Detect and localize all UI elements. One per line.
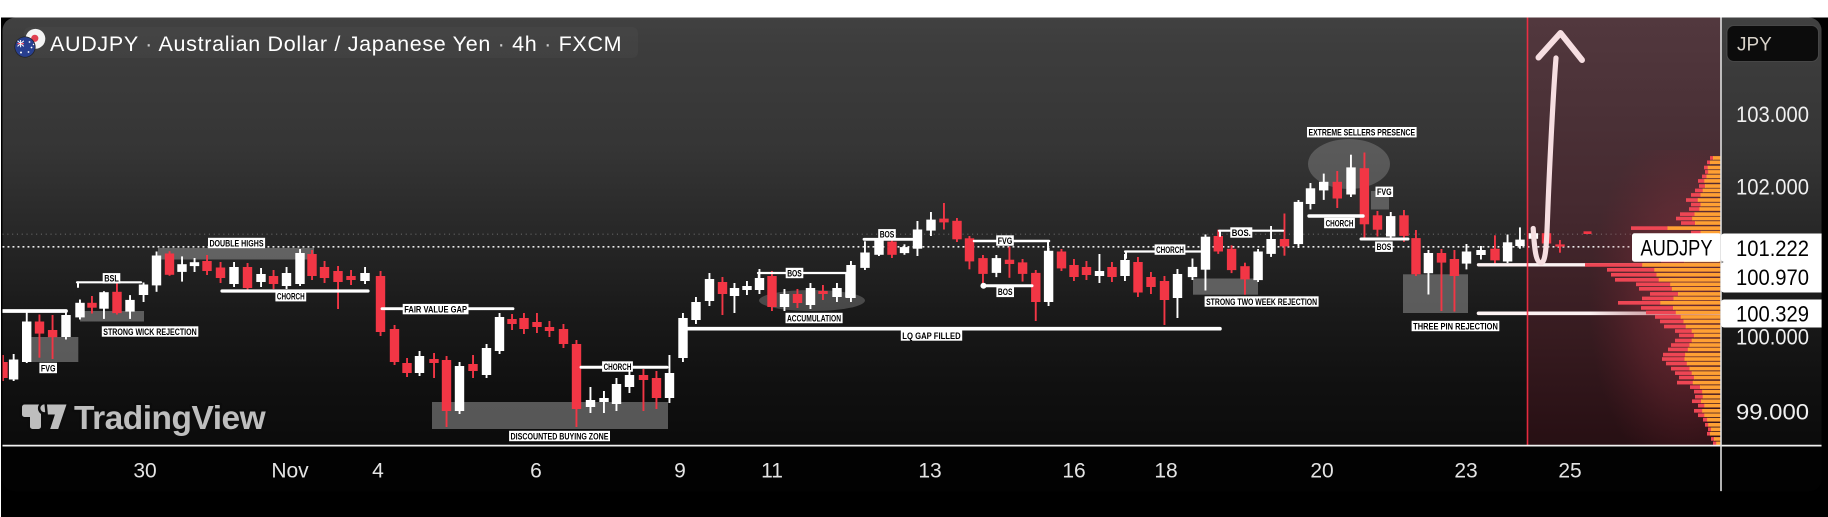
svg-text:30: 30: [133, 460, 156, 483]
svg-text:CHORCH: CHORCH: [277, 292, 305, 302]
svg-text:BOS.: BOS.: [1232, 228, 1251, 238]
svg-text:CHORCH: CHORCH: [1326, 218, 1354, 228]
svg-text:102.000: 102.000: [1736, 175, 1809, 200]
svg-text:6: 6: [530, 460, 542, 483]
svg-text:FVG: FVG: [998, 236, 1013, 246]
svg-text:FVG: FVG: [41, 363, 56, 373]
svg-text:FVG: FVG: [1377, 187, 1392, 197]
svg-text:JPY: JPY: [1737, 35, 1772, 56]
svg-text:STRONG TWO WEEK REJECTION: STRONG TWO WEEK REJECTION: [1206, 297, 1317, 307]
svg-text:23: 23: [1454, 460, 1477, 483]
svg-text:AUDJPY · Australian Dollar / J: AUDJPY · Australian Dollar / Japanese Ye…: [50, 32, 622, 56]
svg-text:18: 18: [1154, 460, 1177, 483]
svg-text:16: 16: [1062, 460, 1085, 483]
svg-text:LQ GAP FILLED: LQ GAP FILLED: [902, 331, 961, 341]
svg-text:99.000: 99.000: [1736, 399, 1809, 424]
svg-text:25: 25: [1558, 460, 1581, 483]
svg-text:13: 13: [918, 460, 941, 483]
svg-text:BOS: BOS: [998, 287, 1013, 297]
svg-text:EXTREME SELLERS PRESENCE: EXTREME SELLERS PRESENCE: [1309, 128, 1416, 138]
svg-text:BOS: BOS: [1377, 242, 1392, 252]
svg-text:100.329: 100.329: [1736, 302, 1809, 327]
svg-text:9: 9: [674, 460, 686, 483]
svg-text:BOS: BOS: [880, 230, 895, 240]
svg-text:100.970: 100.970: [1736, 265, 1809, 290]
svg-text:STRONG WICK REJECTION: STRONG WICK REJECTION: [103, 327, 197, 337]
svg-text:100.000: 100.000: [1736, 325, 1809, 350]
svg-text:FAIR VALUE GAP: FAIR VALUE GAP: [404, 304, 467, 314]
svg-text:11: 11: [761, 460, 783, 483]
svg-text:TradingView: TradingView: [74, 400, 267, 437]
svg-text:20: 20: [1310, 460, 1333, 483]
svg-text:CHORCH: CHORCH: [1156, 245, 1184, 255]
svg-text:BSL: BSL: [104, 274, 119, 284]
svg-text:4: 4: [372, 460, 384, 483]
svg-text:103.000: 103.000: [1736, 102, 1809, 127]
svg-text:DOUBLE HIGHS: DOUBLE HIGHS: [209, 238, 263, 248]
svg-text:101.222: 101.222: [1736, 236, 1809, 261]
svg-text:THREE PIN REJECTION: THREE PIN REJECTION: [1413, 321, 1498, 331]
svg-text:BOS: BOS: [787, 268, 802, 278]
svg-text:AUDJPY: AUDJPY: [1641, 236, 1713, 261]
svg-text:CHORCH: CHORCH: [604, 362, 632, 372]
svg-text:ACCUMULATION: ACCUMULATION: [787, 313, 841, 323]
svg-text:Nov: Nov: [271, 460, 309, 483]
svg-text:DISCOUNTED BUYING ZONE: DISCOUNTED BUYING ZONE: [511, 431, 609, 441]
